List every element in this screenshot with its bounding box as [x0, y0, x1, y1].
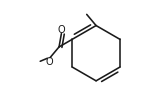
Text: O: O [58, 25, 65, 35]
Text: O: O [46, 57, 53, 67]
